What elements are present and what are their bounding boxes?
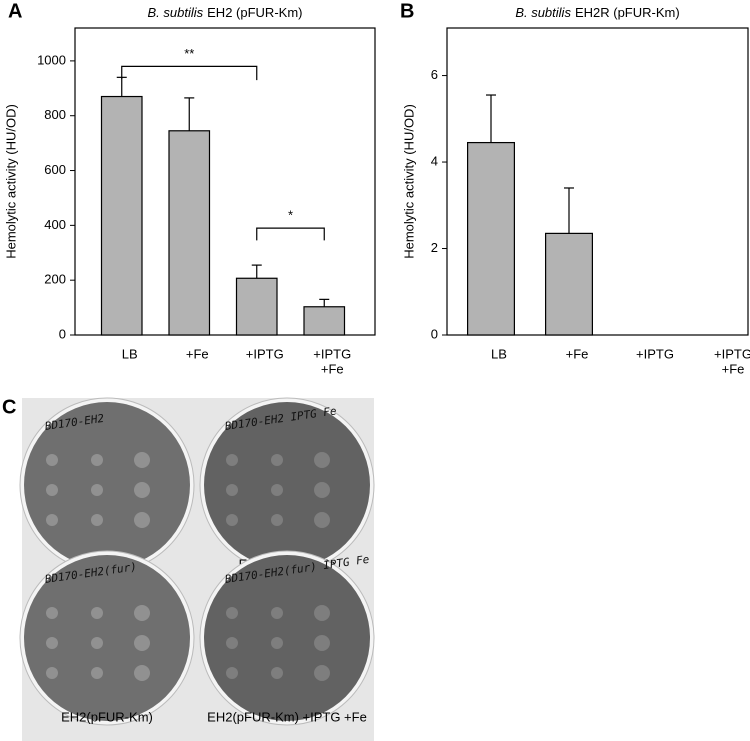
colony-halo xyxy=(91,484,103,496)
y-tick-label: 400 xyxy=(44,217,66,232)
colony-halo xyxy=(271,454,283,466)
y-tick-label: 0 xyxy=(59,326,66,341)
colony-halo xyxy=(271,514,283,526)
panel-label: B xyxy=(400,0,414,22)
colony-halo xyxy=(134,635,150,651)
colony-halo xyxy=(226,637,238,649)
y-tick-label: 4 xyxy=(431,153,438,168)
colony-halo xyxy=(226,667,238,679)
y-axis-label: Hemolytic activity (HU/OD) xyxy=(3,104,18,259)
colony-halo xyxy=(46,607,58,619)
x-tick-label: +IPTG xyxy=(714,346,750,361)
colony-halo xyxy=(91,637,103,649)
title-part: B. subtilis xyxy=(148,5,204,20)
x-tick-label: +Fe xyxy=(722,361,745,376)
colony-halo xyxy=(314,635,330,651)
colony-halo xyxy=(314,665,330,681)
title-part: EH2R (pFUR-Km) xyxy=(575,5,680,20)
bar xyxy=(544,232,593,336)
colony-halo xyxy=(314,482,330,498)
colony-halo xyxy=(91,514,103,526)
plate xyxy=(204,555,370,721)
significance-label: * xyxy=(288,208,293,223)
plot-frame xyxy=(74,27,376,336)
panel-label: C xyxy=(2,396,16,418)
colony-halo xyxy=(226,484,238,496)
colony-halo xyxy=(271,667,283,679)
y-tick-label: 6 xyxy=(431,67,438,82)
plate xyxy=(24,402,190,568)
x-tick-label: +Fe xyxy=(566,346,589,361)
bar xyxy=(467,141,516,336)
colony-halo xyxy=(226,514,238,526)
panel-label: A xyxy=(8,0,22,22)
colony-halo xyxy=(226,607,238,619)
colony-halo xyxy=(134,452,150,468)
bar xyxy=(303,306,346,336)
significance-bracket xyxy=(121,65,258,81)
colony-halo xyxy=(91,607,103,619)
title-part: EH2 (pFUR-Km) xyxy=(207,5,302,20)
colony-halo xyxy=(46,484,58,496)
y-tick-label: 800 xyxy=(44,107,66,122)
plate-caption: EH2(pFUR-Km) +IPTG +Fe xyxy=(207,709,367,724)
colony-halo xyxy=(134,665,150,681)
y-axis-label: Hemolytic activity (HU/OD) xyxy=(401,104,416,259)
bar xyxy=(235,277,278,336)
colony-halo xyxy=(134,605,150,621)
x-tick-label: +IPTG xyxy=(246,346,284,361)
plot-frame xyxy=(446,27,749,336)
colony-halo xyxy=(91,667,103,679)
colony-halo xyxy=(314,605,330,621)
colony-halo xyxy=(46,637,58,649)
colony-halo xyxy=(46,667,58,679)
x-tick-label: +IPTG xyxy=(313,346,351,361)
plate xyxy=(24,555,190,721)
x-tick-label: LB xyxy=(122,346,138,361)
significance-bracket xyxy=(256,227,325,241)
colony-halo xyxy=(46,514,58,526)
colony-halo xyxy=(314,452,330,468)
colony-halo xyxy=(314,512,330,528)
colony-halo xyxy=(271,637,283,649)
y-tick-label: 200 xyxy=(44,272,66,287)
y-tick-label: 2 xyxy=(431,240,438,255)
colony-halo xyxy=(134,482,150,498)
colony-halo xyxy=(226,454,238,466)
y-tick-label: 600 xyxy=(44,162,66,177)
y-tick-label: 0 xyxy=(431,326,438,341)
significance-label: ** xyxy=(184,46,194,61)
plate-caption: EH2(pFUR-Km) xyxy=(61,709,153,724)
bar xyxy=(168,130,211,336)
colony-halo xyxy=(134,512,150,528)
colony-halo xyxy=(91,454,103,466)
plate xyxy=(204,402,370,568)
colony-halo xyxy=(271,484,283,496)
colony-halo xyxy=(271,607,283,619)
colony-halo xyxy=(46,454,58,466)
y-tick-label: 1000 xyxy=(37,52,66,67)
chart-title: B. subtilis EH2R (pFUR-Km) xyxy=(515,5,679,20)
title-part: B. subtilis xyxy=(515,5,571,20)
x-tick-label: LB xyxy=(491,346,507,361)
chart-title: B. subtilis EH2 (pFUR-Km) xyxy=(148,5,303,20)
x-tick-label: +IPTG xyxy=(636,346,674,361)
bar xyxy=(100,95,143,336)
x-tick-label: +Fe xyxy=(186,346,209,361)
x-tick-label: +Fe xyxy=(321,361,344,376)
